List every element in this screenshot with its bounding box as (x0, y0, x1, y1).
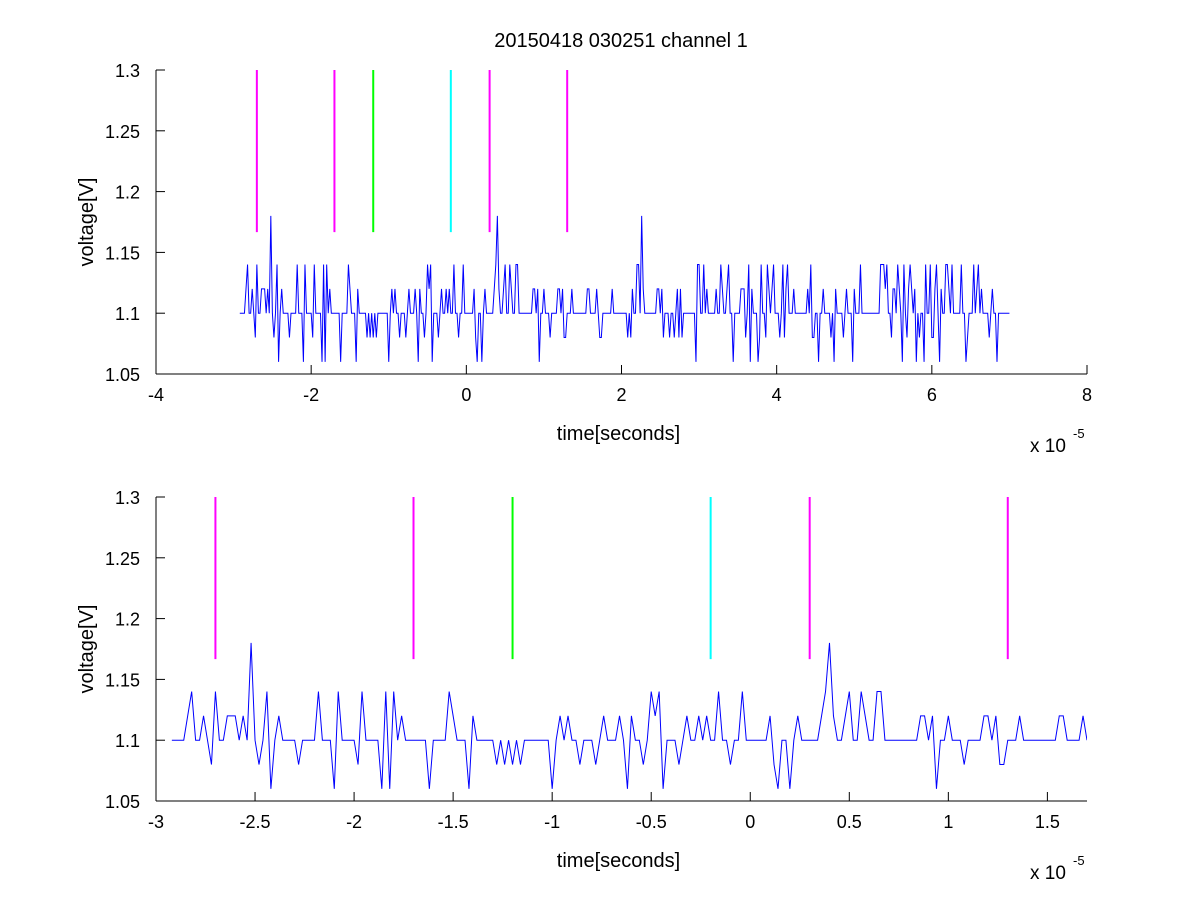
x-tick-label: -1 (544, 812, 560, 832)
y-tick-label: 1.15 (105, 243, 140, 263)
figure-title: 20150418 030251 channel 1 (494, 30, 748, 52)
x-tick-label: 1.5 (1035, 812, 1060, 832)
y-tick-label: 1.2 (115, 610, 140, 630)
x-tick-label: -0.5 (636, 812, 667, 832)
signal-trace (239, 215, 1010, 362)
y-tick-label: 1.1 (115, 304, 140, 324)
x-tick-label: 8 (1082, 385, 1092, 405)
y-axis-label: voltage[V] (76, 605, 98, 694)
x-tick-label: -2.5 (240, 812, 271, 832)
x-tick-label: -1.5 (438, 812, 469, 832)
y-tick-label: 1.15 (105, 670, 140, 690)
y-tick-label: 1.05 (105, 365, 140, 385)
x-tick-label: -4 (148, 385, 164, 405)
bottom-subplot: -3 -2.5 -2 -1.5 -1 -0.5 0 0.5 1 1.5 1.05 1.1 1.15 1.2… (76, 488, 1087, 884)
y-tick-label: 1.05 (105, 792, 140, 812)
x-exponent-label: x 10 (1030, 863, 1066, 884)
y-axis-label: voltage[V] (76, 178, 98, 267)
x-tick-label: 4 (772, 385, 782, 405)
x-axis-label: time[seconds] (557, 850, 680, 872)
y-tick-label: 1.2 (115, 183, 140, 203)
x-axis-label: time[seconds] (557, 423, 680, 445)
y-tick-label: 1.25 (105, 549, 140, 569)
y-tick-label: 1.3 (115, 61, 140, 81)
signal-trace (171, 642, 1087, 789)
top-subplot: -4 -2 0 2 4 6 8 1.05 1.1 1.15 1.2 1.25 1.3 time[secon… (76, 61, 1092, 457)
x-tick-label: 6 (927, 385, 937, 405)
x-tick-label: 0.5 (837, 812, 862, 832)
x-tick-label: -3 (148, 812, 164, 832)
y-tick-label: 1.25 (105, 122, 140, 142)
x-exponent-superscript: -5 (1073, 853, 1085, 868)
x-tick-label: 2 (616, 385, 626, 405)
x-tick-label: -2 (303, 385, 319, 405)
x-tick-label: -2 (346, 812, 362, 832)
y-tick-label: 1.1 (115, 731, 140, 751)
x-tick-label: 0 (745, 812, 755, 832)
x-tick-label: 1 (943, 812, 953, 832)
x-tick-label: 0 (461, 385, 471, 405)
y-tick-label: 1.3 (115, 488, 140, 508)
x-exponent-label: x 10 (1030, 436, 1066, 457)
x-exponent-superscript: -5 (1073, 426, 1085, 441)
